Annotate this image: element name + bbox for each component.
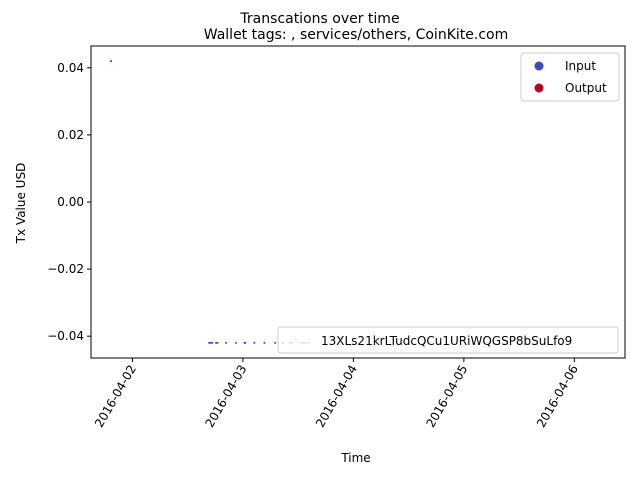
data-point-input [244,341,247,344]
data-point-input [253,341,256,344]
data-point-input [208,341,211,344]
x-tick-label: 2016-04-04 [313,363,360,430]
data-points [109,60,310,344]
x-tick-label: 2016-04-06 [534,363,581,430]
data-point-input [211,341,214,344]
y-axis-label: Tx Value USD [14,163,28,245]
legend-label-output: Output [565,81,607,95]
x-axis: 2016-04-02 2016-04-03 2016-04-04 2016-04-05… [92,358,581,430]
y-axis: 0.04 0.02 0.00 −0.02 −0.04 [47,61,91,343]
annotation-text: 13XLs21krLTudcQCu1URiWQGSP8bSuLfo9 [321,334,572,348]
y-tick-label: 0.00 [57,195,84,209]
y-tick-label: 0.04 [57,61,84,75]
y-tick-label: 0.02 [57,128,84,142]
legend-label-input: Input [565,59,596,73]
x-tick-label: 2016-04-05 [423,363,470,430]
x-tick-label: 2016-04-03 [203,363,250,430]
data-point-input [263,341,266,344]
x-tick-label: 2016-04-02 [92,363,139,430]
y-tick-label: −0.02 [47,262,84,276]
data-point-input [274,341,277,344]
data-point-input [235,341,238,344]
plot-area: 2016-04-02 2016-04-03 2016-04-04 2016-04-05… [47,45,626,430]
chart-subtitle: Wallet tags: , services/others, CoinKite… [204,27,508,43]
data-point-input [209,341,212,344]
x-axis-label: Time [340,451,370,465]
address-annotation: 13XLs21krLTudcQCu1URiWQGSP8bSuLfo9 [277,326,619,354]
data-point-input [216,341,219,344]
data-point-output [109,60,112,63]
legend-marker-input [534,61,544,71]
data-point-input [215,341,218,344]
data-point-input [225,341,228,344]
legend-marker-output [534,83,544,93]
legend: Input Output [520,52,620,102]
y-tick-label: −0.04 [47,329,84,343]
chart-title: Transcations over time [239,11,399,27]
annotation-box [277,326,619,354]
legend-frame [520,52,620,102]
